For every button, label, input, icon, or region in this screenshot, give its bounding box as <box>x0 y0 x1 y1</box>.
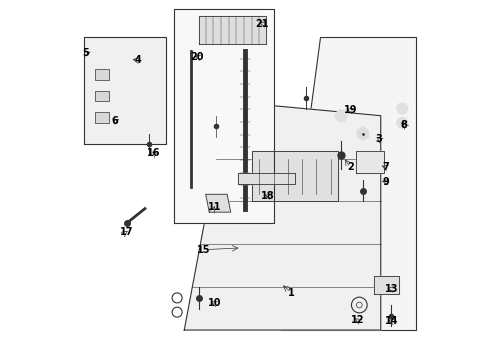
Text: 11: 11 <box>208 202 221 212</box>
Bar <box>95 69 109 80</box>
Text: 10: 10 <box>208 298 221 308</box>
Text: 21: 21 <box>255 18 269 28</box>
Text: 7: 7 <box>383 162 390 172</box>
Polygon shape <box>206 194 231 212</box>
Text: 2: 2 <box>347 162 354 172</box>
Polygon shape <box>356 152 384 173</box>
Text: 14: 14 <box>385 316 398 326</box>
Polygon shape <box>238 173 295 184</box>
Polygon shape <box>184 102 381 330</box>
Text: 8: 8 <box>400 120 407 130</box>
Polygon shape <box>84 37 167 144</box>
Text: 17: 17 <box>120 227 133 237</box>
Circle shape <box>397 103 408 114</box>
Polygon shape <box>252 152 338 202</box>
Text: 19: 19 <box>343 105 357 115</box>
Text: 3: 3 <box>375 134 382 144</box>
Text: 12: 12 <box>351 315 364 325</box>
Polygon shape <box>281 37 416 330</box>
Text: 5: 5 <box>83 48 89 58</box>
Bar <box>95 91 109 102</box>
Polygon shape <box>198 16 267 44</box>
Text: 4: 4 <box>134 55 141 65</box>
Text: 9: 9 <box>383 177 390 187</box>
Circle shape <box>397 117 408 128</box>
Text: 13: 13 <box>385 284 398 294</box>
Text: 18: 18 <box>261 191 275 201</box>
Text: 6: 6 <box>111 116 118 126</box>
Bar <box>95 112 109 123</box>
Polygon shape <box>173 9 273 223</box>
Text: 15: 15 <box>197 245 211 255</box>
Polygon shape <box>373 276 398 294</box>
Text: 16: 16 <box>147 148 161 158</box>
Text: 1: 1 <box>288 288 295 297</box>
Text: 20: 20 <box>190 52 203 62</box>
